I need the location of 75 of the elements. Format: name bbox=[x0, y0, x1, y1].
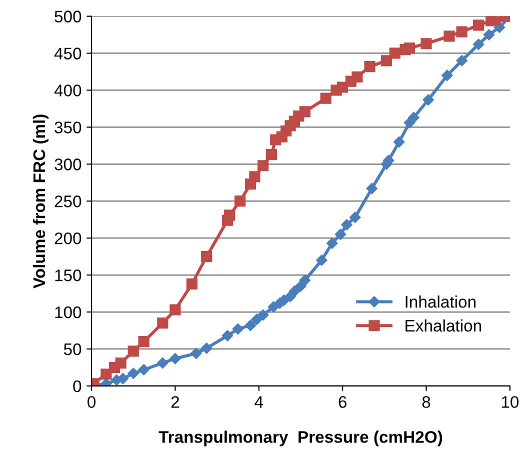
x-axis-title: Transpulmonary Pressure (cmH2O) bbox=[158, 430, 442, 446]
point bbox=[472, 20, 484, 31]
y-tick-label: 400 bbox=[54, 84, 82, 96]
point bbox=[258, 160, 269, 172]
point bbox=[295, 280, 306, 292]
legend-label: Inhalation bbox=[406, 296, 476, 308]
point bbox=[157, 318, 168, 329]
point bbox=[420, 38, 432, 50]
point bbox=[232, 323, 244, 335]
point bbox=[201, 251, 212, 262]
point bbox=[266, 148, 277, 160]
point bbox=[456, 55, 468, 66]
point bbox=[224, 210, 236, 221]
point bbox=[337, 82, 348, 93]
point bbox=[170, 304, 181, 316]
x-tick-label: 0 bbox=[88, 396, 96, 408]
x-tick-label: 4 bbox=[254, 396, 264, 408]
legend-label: Exhalation bbox=[406, 319, 482, 332]
point bbox=[299, 106, 310, 118]
point bbox=[404, 42, 416, 54]
point bbox=[442, 70, 453, 82]
y-tick-label: 100 bbox=[55, 306, 82, 318]
point bbox=[257, 309, 269, 321]
point bbox=[115, 357, 126, 369]
point bbox=[456, 26, 468, 38]
point bbox=[380, 55, 392, 66]
y-tick-label: 350 bbox=[54, 122, 82, 134]
point bbox=[222, 330, 234, 342]
point bbox=[251, 314, 262, 326]
point bbox=[444, 30, 455, 42]
point bbox=[393, 136, 405, 148]
y-tick-label: 0 bbox=[73, 380, 82, 392]
point bbox=[341, 219, 352, 230]
point bbox=[472, 38, 484, 50]
y-tick-label: 50 bbox=[64, 343, 82, 356]
point bbox=[366, 182, 378, 194]
point bbox=[128, 368, 139, 379]
point bbox=[422, 94, 434, 106]
x-tick-label: 8 bbox=[422, 396, 430, 408]
y-tick-label: 150 bbox=[55, 269, 82, 282]
point bbox=[299, 274, 311, 286]
point bbox=[234, 196, 246, 207]
point bbox=[249, 171, 260, 182]
y-tick-label: 500 bbox=[54, 10, 82, 22]
point bbox=[128, 346, 139, 357]
point bbox=[490, 16, 501, 25]
point bbox=[408, 112, 420, 124]
point bbox=[268, 301, 280, 312]
point bbox=[364, 60, 376, 72]
point bbox=[288, 286, 300, 297]
x-tick-label: 6 bbox=[338, 396, 346, 408]
point bbox=[320, 92, 332, 104]
point bbox=[138, 364, 150, 376]
point bbox=[186, 278, 198, 290]
y-tick-label: 300 bbox=[54, 158, 82, 170]
point bbox=[389, 48, 400, 59]
y-tick-label: 250 bbox=[54, 196, 82, 208]
point bbox=[334, 228, 346, 240]
point bbox=[170, 352, 181, 364]
point bbox=[350, 212, 361, 223]
point bbox=[190, 348, 202, 360]
point bbox=[244, 320, 256, 331]
point bbox=[316, 254, 328, 266]
y-axis-title: Volume from FRC (ml) bbox=[32, 114, 48, 288]
x-tick-label: 2 bbox=[171, 396, 180, 408]
point bbox=[326, 238, 338, 249]
x-tick-label: 10 bbox=[502, 396, 519, 408]
point bbox=[483, 29, 495, 40]
point bbox=[200, 342, 212, 354]
point bbox=[138, 336, 150, 348]
point bbox=[100, 368, 112, 380]
point bbox=[157, 357, 168, 369]
y-tick-label: 450 bbox=[54, 48, 82, 60]
y-tick-label: 200 bbox=[54, 232, 82, 244]
point bbox=[352, 71, 363, 82]
